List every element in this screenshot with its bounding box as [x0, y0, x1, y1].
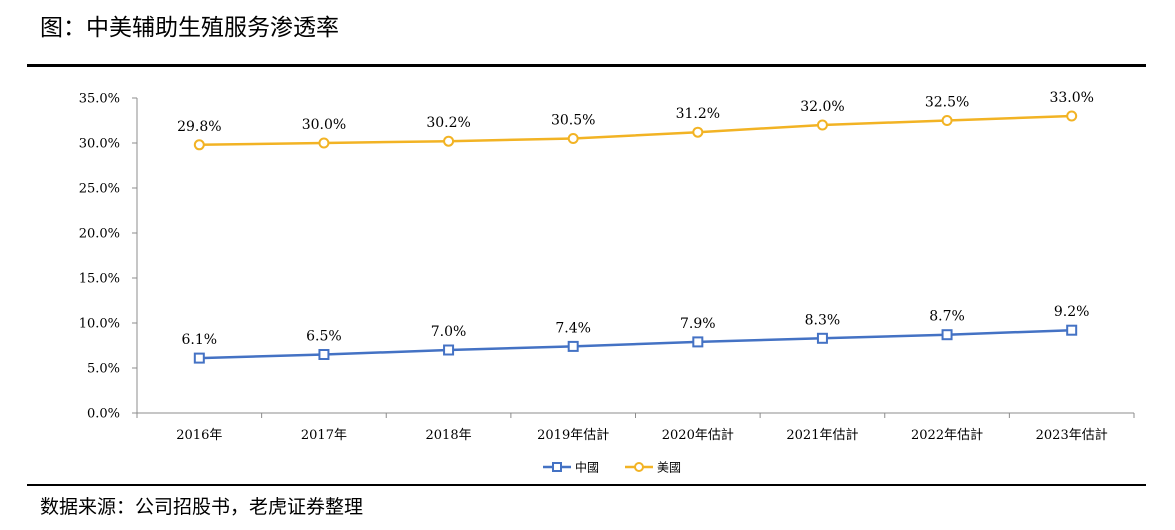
x-tick-label: 2020年估計: [662, 427, 734, 443]
data-label: 7.9%: [680, 316, 716, 332]
legend-marker-circle: [634, 462, 644, 472]
data-label: 8.7%: [929, 309, 965, 325]
series-group: 6.1% 6.5% 7.0% 7.4% 7.9% 8.3% 8.7% 9.2% 29.8% 30.…: [177, 90, 1094, 364]
y-tick-label: 20.0%: [79, 227, 120, 242]
legend: 中國 美國: [543, 460, 681, 475]
data-label: 31.2%: [676, 106, 720, 122]
x-tick-label: 2022年估計: [911, 427, 983, 443]
data-label: 32.5%: [925, 95, 969, 111]
data-point-circle: [567, 133, 579, 144]
data-label: 29.8%: [177, 119, 221, 135]
series-line: [199, 328, 1072, 360]
x-tick-label: 2016年: [176, 428, 222, 443]
data-point-circle: [816, 119, 828, 131]
x-tick-label: 2017年: [301, 428, 347, 443]
axes: [136, 98, 1134, 414]
x-axis-ticks: 2016年 2017年 2018年 2019年估計 2020年估計 2021年估計 2022…: [136, 413, 1135, 443]
data-label: 7.0%: [431, 324, 467, 340]
data-point-square: [318, 349, 330, 360]
data-point-circle: [941, 115, 953, 126]
data-label: 32.0%: [800, 99, 844, 115]
x-tick-label: 2018年: [426, 428, 472, 443]
y-tick-label: 0.0%: [87, 407, 120, 422]
data-point-circle: [443, 135, 455, 147]
data-point-square: [193, 352, 205, 364]
source-note: 数据来源：公司招股书，老虎证券整理: [40, 496, 364, 518]
top-rule: [27, 64, 1146, 67]
y-tick-label: 30.0%: [79, 137, 120, 152]
data-label: 7.4%: [555, 320, 591, 336]
data-point-circle: [318, 137, 330, 149]
legend-item: 美國: [625, 461, 681, 475]
bottom-rule: [27, 484, 1146, 486]
data-point-circle: [1066, 110, 1078, 122]
legend-marker-square: [552, 462, 562, 472]
data-label: 6.1%: [182, 332, 218, 348]
y-axis-ticks: 0.0% 5.0% 10.0% 15.0% 20.0% 25.0% 30.0% 35.0%: [79, 92, 137, 422]
chart-title: 图：中美辅助生殖服务渗透率: [40, 15, 339, 41]
x-tick-label: 2021年估計: [786, 427, 858, 443]
data-point-square: [567, 340, 579, 352]
data-label: 30.5%: [551, 113, 595, 129]
data-point-circle: [193, 139, 205, 151]
data-point-square: [692, 336, 704, 348]
data-label: 30.2%: [426, 115, 470, 131]
data-label: 6.5%: [306, 329, 342, 345]
data-point-circle: [692, 126, 704, 138]
y-tick-label: 10.0%: [79, 317, 120, 332]
data-point-square: [941, 329, 953, 341]
legend-label: 美國: [657, 461, 681, 475]
legend-item: 中國: [543, 460, 599, 475]
data-label: 8.3%: [805, 312, 841, 328]
data-point-square: [1066, 324, 1078, 336]
data-label: 33.0%: [1049, 90, 1093, 106]
data-point-square: [443, 344, 455, 356]
x-tick-label: 2023年估計: [1036, 427, 1108, 443]
data-label: 9.2%: [1054, 304, 1090, 320]
y-tick-label: 35.0%: [79, 92, 120, 107]
y-tick-label: 25.0%: [79, 182, 120, 197]
legend-label: 中國: [575, 460, 599, 475]
y-tick-label: 5.0%: [87, 362, 120, 377]
y-tick-label: 15.0%: [79, 272, 120, 287]
data-point-square: [816, 332, 828, 344]
series-line: [199, 114, 1072, 147]
series-china: 6.1% 6.5% 7.0% 7.4% 7.9% 8.3% 8.7% 9.2%: [182, 304, 1090, 364]
data-label: 30.0%: [302, 117, 346, 133]
x-tick-label: 2019年估計: [537, 427, 609, 443]
series-usa: 29.8% 30.0% 30.2% 30.5% 31.2% 32.0% 32.5% 33.0%: [177, 90, 1094, 151]
